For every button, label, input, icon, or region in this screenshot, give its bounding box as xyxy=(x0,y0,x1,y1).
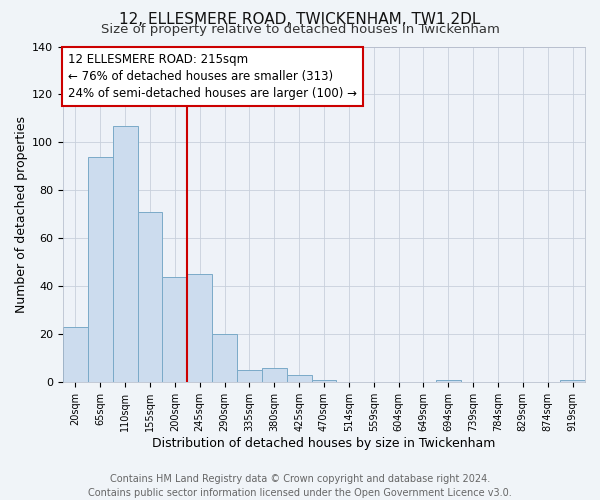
Bar xyxy=(560,380,585,382)
Bar xyxy=(262,368,287,382)
Bar xyxy=(287,375,311,382)
Bar xyxy=(187,274,212,382)
Text: Size of property relative to detached houses in Twickenham: Size of property relative to detached ho… xyxy=(101,22,499,36)
Bar xyxy=(311,380,337,382)
Bar xyxy=(237,370,262,382)
Text: 12 ELLESMERE ROAD: 215sqm
← 76% of detached houses are smaller (313)
24% of semi: 12 ELLESMERE ROAD: 215sqm ← 76% of detac… xyxy=(68,53,357,100)
Text: 12, ELLESMERE ROAD, TWICKENHAM, TW1 2DL: 12, ELLESMERE ROAD, TWICKENHAM, TW1 2DL xyxy=(119,12,481,26)
Bar xyxy=(113,126,137,382)
Bar xyxy=(88,157,113,382)
Bar xyxy=(436,380,461,382)
Bar xyxy=(63,327,88,382)
Text: Contains HM Land Registry data © Crown copyright and database right 2024.
Contai: Contains HM Land Registry data © Crown c… xyxy=(88,474,512,498)
Bar xyxy=(163,277,187,382)
Bar xyxy=(137,212,163,382)
X-axis label: Distribution of detached houses by size in Twickenham: Distribution of detached houses by size … xyxy=(152,437,496,450)
Bar xyxy=(212,334,237,382)
Y-axis label: Number of detached properties: Number of detached properties xyxy=(15,116,28,313)
